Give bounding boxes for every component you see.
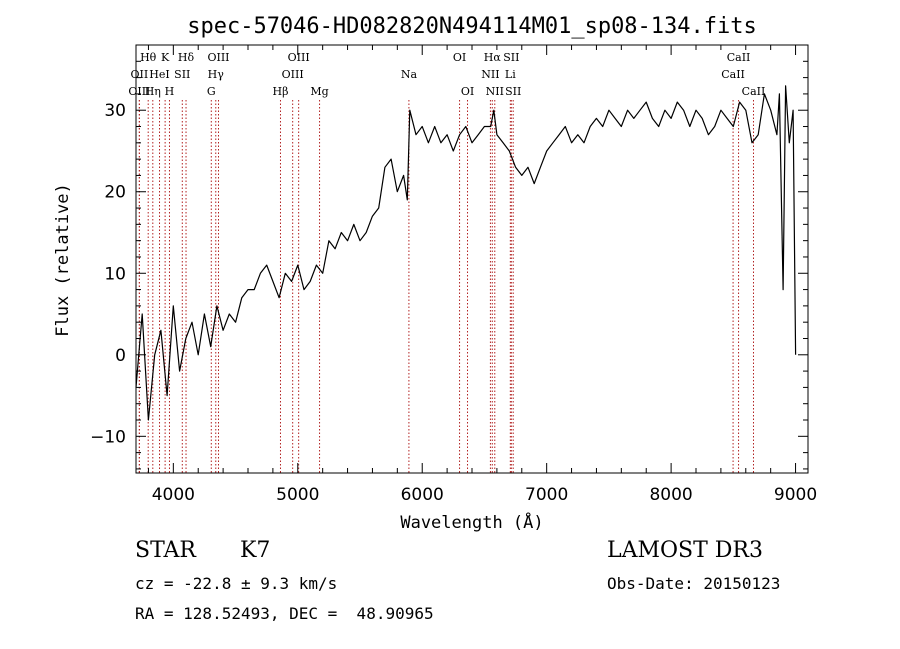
emission-line-label: CaII [742,85,766,98]
emission-line-label: Hβ [273,85,289,98]
emission-line-label: SII [503,51,519,64]
emission-line-markers [138,100,754,473]
y-tick-label: −10 [90,427,126,447]
emission-line-label: K [161,51,170,64]
x-tick-label: 8000 [649,485,692,505]
x-tick-label: 5000 [276,485,319,505]
emission-line-label: NII [486,85,504,98]
emission-line-label: OIII [288,51,310,64]
y-axis-label: Flux (relative) [53,183,73,337]
emission-line-label: CaII [721,68,745,81]
emission-line-label: CaII [727,51,751,64]
x-tick-label: 6000 [401,485,444,505]
emission-line-label: OI [453,51,466,64]
emission-line-label: Li [505,68,516,81]
redshift-velocity: cz = -22.8 ± 9.3 km/s [135,574,338,593]
spectrum-series-line [135,85,797,421]
y-tick-label: 10 [104,264,126,284]
emission-line-label: OIII [282,68,304,81]
y-tick-label: 0 [115,346,126,366]
emission-line-label: Hη [145,85,161,98]
emission-line-label: Mg [310,85,328,98]
x-tick-label: 7000 [525,485,568,505]
emission-line-label: SII [174,68,190,81]
plot-frame [135,44,809,474]
emission-line-labels: Hθ OII OIII K HeI Hη H Hδ SII OIII Hγ G Hβ OIII OIII Mg… [128,51,765,98]
emission-line-label: H [165,85,175,98]
y-axis-ticks: −10 0 10 20 30 [90,44,808,470]
y-tick-label: 20 [104,183,126,203]
x-tick-label: 4000 [152,485,195,505]
emission-line-label: OIII [128,85,150,98]
emission-line-label: NII [481,68,499,81]
x-tick-label: 9000 [774,485,817,505]
emission-line-label: Hα [484,51,502,64]
y-tick-label: 30 [104,101,126,121]
emission-line-label: Hδ [178,51,195,64]
x-axis-ticks: 4000 5000 6000 7000 8000 9000 [147,45,817,505]
emission-line-label: SII [505,85,521,98]
emission-line-label: OI [461,85,474,98]
x-axis-label: Wavelength (Å) [400,511,543,533]
spectrum-layer [135,85,797,421]
emission-line-label: Hγ [208,68,225,81]
emission-line-label: G [207,85,216,98]
emission-line-label: Na [401,68,418,81]
observation-date: Obs-Date: 20150123 [607,574,781,593]
survey-name: LAMOST DR3 [607,538,763,563]
emission-line-label: OIII [207,51,229,64]
object-subclass: K7 [240,538,271,563]
emission-line-label: OII [131,68,149,81]
emission-line-label: HeI [149,68,169,81]
chart-title: spec-57046-HD082820N494114M01_sp08-134.f… [187,14,757,39]
coordinates: RA = 128.52493, DEC = 48.90965 [135,604,434,623]
emission-line-label: Hθ [140,51,157,64]
object-class: STAR [135,538,196,563]
